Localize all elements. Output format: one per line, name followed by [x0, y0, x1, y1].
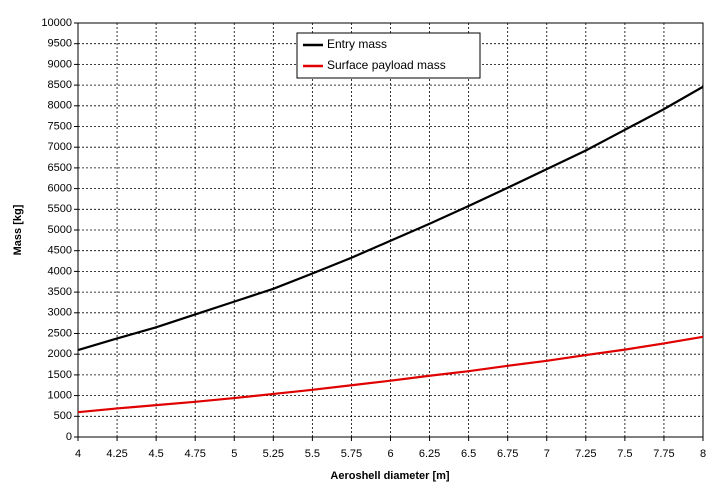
y-tick-label: 2000 [48, 348, 72, 360]
y-tick-label: 1000 [48, 390, 72, 402]
y-tick-label: 6500 [48, 162, 72, 174]
x-tick-label: 4.75 [184, 448, 205, 460]
x-tick-label: 6.5 [461, 448, 476, 460]
y-tick-label: 2500 [48, 327, 72, 339]
x-tick-label: 7 [544, 448, 550, 460]
x-tick-label: 5.5 [305, 448, 320, 460]
x-tick-label: 4.25 [106, 448, 127, 460]
x-tick-label: 7.25 [575, 448, 596, 460]
y-tick-label: 3500 [48, 286, 72, 298]
y-axis-title: Mass [kg] [12, 204, 24, 255]
x-tick-label: 4.5 [148, 448, 163, 460]
legend-box [296, 32, 481, 79]
x-tick-label: 6.25 [419, 448, 440, 460]
y-tick-label: 6000 [48, 183, 72, 195]
y-tick-label: 8500 [48, 79, 72, 91]
plot-frame [77, 22, 704, 438]
y-tick-label: 5500 [48, 203, 72, 215]
x-tick-label: 6 [387, 448, 393, 460]
x-tick-label: 8 [700, 448, 706, 460]
y-tick-label: 1500 [48, 369, 72, 381]
x-tick-label: 5 [231, 448, 237, 460]
y-tick-label: 3000 [48, 307, 72, 319]
y-tick-label: 500 [54, 410, 72, 422]
x-tick-label: 5.75 [341, 448, 362, 460]
y-tick-label: 4500 [48, 245, 72, 257]
data-line [77, 85, 704, 352]
x-tick-label: 6.75 [497, 448, 518, 460]
x-tick-label: 7.75 [653, 448, 674, 460]
y-tick-label: 9000 [48, 58, 72, 70]
legend-label: Entry mass [327, 37, 387, 51]
y-tick-label: 10000 [41, 17, 72, 29]
data-line [77, 335, 704, 414]
y-tick-label: 9500 [48, 38, 72, 50]
x-axis-title: Aeroshell diameter [m] [330, 470, 450, 482]
y-tick-label: 7500 [48, 120, 72, 132]
x-tick-label: 4 [75, 448, 81, 460]
x-tick-label: 7.5 [617, 448, 632, 460]
x-tick-label: 5.25 [263, 448, 284, 460]
legend-label: Surface payload mass [327, 58, 446, 72]
y-tick-label: 5000 [48, 224, 72, 236]
y-tick-label: 4000 [48, 265, 72, 277]
y-tick-label: 7000 [48, 141, 72, 153]
y-tick-label: 0 [66, 431, 72, 443]
y-tick-label: 8000 [48, 100, 72, 112]
